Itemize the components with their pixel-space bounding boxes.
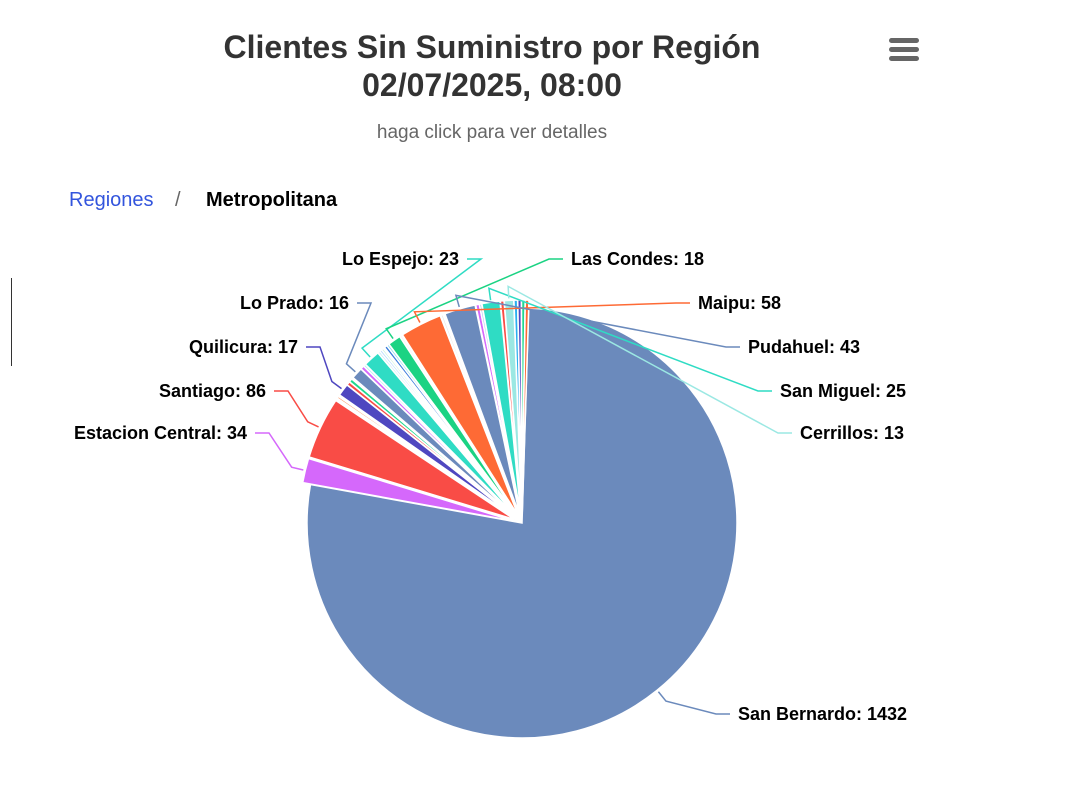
- data-label-quilicura: Quilicura: 17: [189, 337, 298, 357]
- breadcrumb-current: Metropolitana: [206, 189, 338, 211]
- connector-lo-espejo: [360, 258, 484, 358]
- pie-slice-34[interactable]: [521, 299, 530, 516]
- data-label-las-condes: Las Condes: 18: [571, 249, 704, 269]
- data-label-san-bernardo: San Bernardo: 1432: [738, 704, 907, 724]
- data-label-pudahuel: Pudahuel: 43: [748, 337, 860, 357]
- pie-slices: [301, 299, 738, 739]
- chart-title-line1: Clientes Sin Suministro por Región: [224, 29, 761, 65]
- connector-quilicura: [306, 346, 342, 390]
- data-label-estacion-central: Estacion Central: 34: [74, 423, 247, 443]
- connector-santiago: [274, 390, 319, 428]
- connector-san-bernardo: [657, 691, 730, 715]
- pie-slice-santiago[interactable]: [308, 399, 516, 521]
- connector-san-miguel: [488, 287, 772, 392]
- data-label-santiago: Santiago: 86: [159, 381, 266, 401]
- connector-estacion-central: [255, 432, 304, 471]
- data-label-lo-espejo: Lo Espejo: 23: [342, 249, 459, 269]
- pie-slice-estacion-central[interactable]: [301, 457, 515, 522]
- pie-connectors: [255, 258, 792, 715]
- data-label-lo-prado: Lo Prado: 16: [240, 293, 349, 313]
- data-label-san-miguel: San Miguel: 25: [780, 381, 906, 401]
- pie-slice-maipu[interactable]: [401, 314, 520, 517]
- chart-title-line2: 02/07/2025, 08:00: [362, 67, 622, 103]
- pie-slice-san-bernardo[interactable]: [306, 307, 738, 739]
- connector-pudahuel: [454, 294, 740, 348]
- connector-lo-prado: [345, 302, 373, 373]
- breadcrumb-separator: /: [175, 189, 181, 211]
- data-label-maipu: Maipu: 58: [698, 293, 781, 313]
- data-label-cerrillos: Cerrillos: 13: [800, 423, 904, 443]
- hamburger-menu-icon[interactable]: [880, 30, 928, 70]
- breadcrumb-root-link[interactable]: Regiones: [69, 189, 154, 211]
- chart-subtitle: haga click para ver detalles: [377, 122, 607, 143]
- pie-slice-21[interactable]: [398, 334, 519, 517]
- breadcrumb: Regiones / Metropolitana: [69, 189, 338, 211]
- connector-cerrillos: [507, 285, 792, 434]
- pie-labels: San Bernardo: 1432 Estacion Central: 34 Sa…: [74, 249, 907, 724]
- connector-las-condes: [385, 258, 563, 340]
